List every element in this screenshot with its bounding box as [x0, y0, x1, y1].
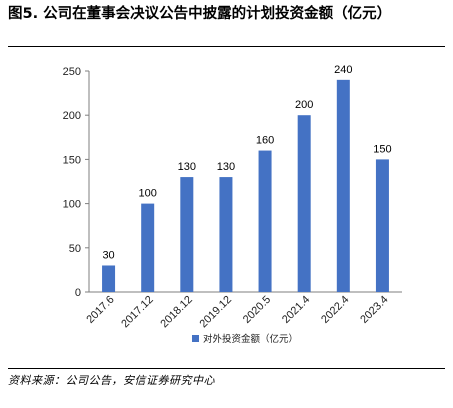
figure-title: 图5. 公司在董事会决议公告中披露的计划投资金额（亿元）	[8, 6, 392, 22]
data-label: 100	[139, 188, 157, 200]
legend: 对外投资金额（亿元）	[192, 333, 298, 345]
source-rule	[8, 368, 445, 369]
y-axis: 0 50 100 150 200 250	[63, 66, 90, 299]
data-label: 130	[178, 161, 196, 173]
data-label: 130	[217, 161, 235, 173]
x-tick-label: 2020.5	[241, 294, 273, 326]
x-axis: 2017.6 2017.12 2018.12 2019.12 2020.5 2021.4 2…	[84, 291, 402, 331]
source-note: 资料来源：公司公告，安信证券研究中心	[8, 374, 215, 387]
y-tick-label: 50	[69, 243, 81, 255]
data-labels: 30 100 130 130 160 200 240 150	[102, 64, 391, 262]
bar	[180, 177, 194, 292]
x-tick-label: 2017.6	[84, 294, 116, 326]
legend-label: 对外投资金额（亿元）	[203, 333, 298, 345]
x-tick-label: 2022.4	[319, 294, 351, 326]
y-tick-label: 150	[63, 154, 81, 166]
bar	[141, 203, 155, 292]
data-label: 30	[102, 249, 114, 261]
x-tick-label: 2021.4	[280, 294, 312, 326]
y-tick-label: 250	[63, 66, 81, 78]
bar	[336, 79, 350, 292]
data-label: 240	[334, 64, 352, 76]
legend-swatch	[192, 335, 199, 342]
bar	[375, 159, 389, 292]
data-label: 150	[373, 143, 391, 155]
data-label: 200	[295, 99, 313, 111]
y-tick-label: 200	[63, 110, 81, 122]
x-tick-label: 2019.12	[197, 294, 234, 331]
bar	[219, 177, 233, 292]
bar	[102, 265, 116, 292]
bar	[258, 150, 272, 292]
title-rule	[8, 46, 445, 47]
bars	[102, 79, 389, 292]
bar	[297, 115, 311, 292]
x-tick-label: 2017.12	[119, 294, 156, 331]
x-tick-label: 2018.12	[158, 294, 195, 331]
data-label: 160	[256, 135, 274, 147]
y-tick-label: 0	[75, 287, 81, 299]
y-tick-label: 100	[63, 199, 81, 211]
x-tick-label: 2023.4	[358, 294, 390, 326]
